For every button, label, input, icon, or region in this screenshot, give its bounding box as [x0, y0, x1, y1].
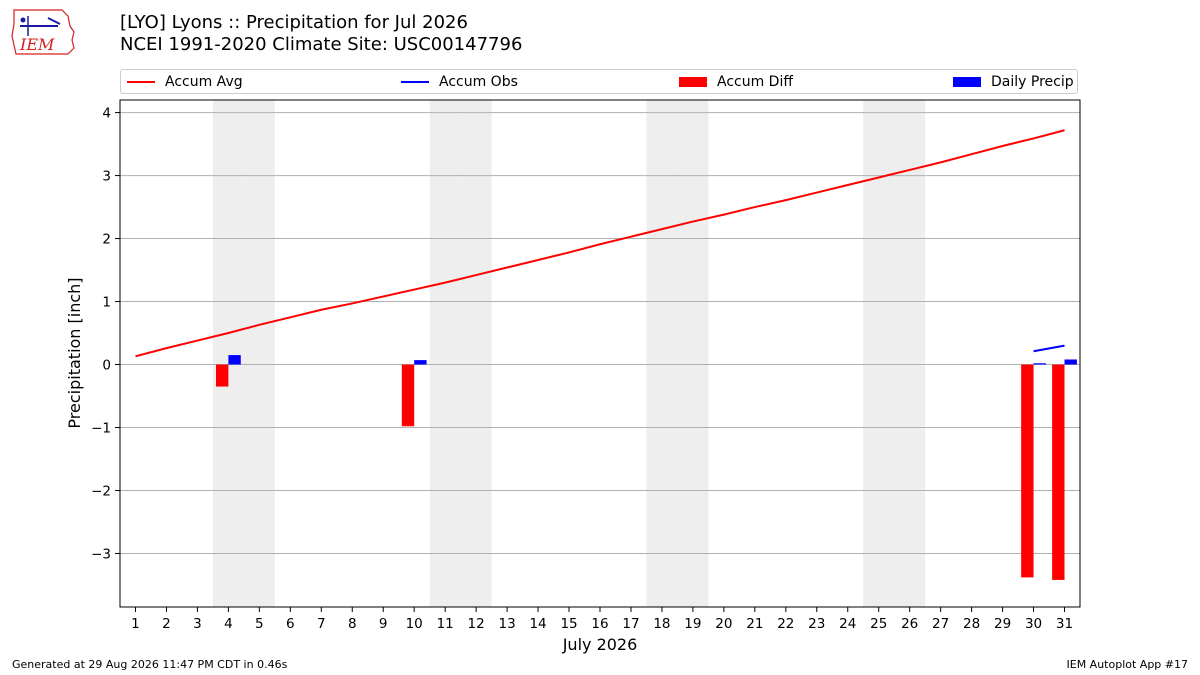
weekend-shade-day-12: [460, 100, 492, 607]
legend-swatch-accum-avg: [127, 81, 155, 83]
y-axis-label: Precipitation [inch]: [65, 277, 84, 428]
x-tick-label: 6: [286, 616, 295, 632]
x-tick-label: 13: [499, 616, 516, 632]
x-tick-label: 9: [379, 616, 388, 632]
legend-item-accum-diff: Accum Diff: [679, 73, 793, 91]
x-tick-label: 28: [963, 616, 980, 632]
y-tick-label: 3: [102, 169, 111, 185]
x-tick-label: 29: [994, 616, 1011, 632]
iem-logo: IEM: [11, 9, 75, 55]
weekend-shade-day-5: [243, 100, 275, 607]
legend-label-daily-precip: Daily Precip: [991, 74, 1074, 90]
accum-diff-bar-day-30: [1021, 364, 1034, 578]
x-tick-label: 11: [437, 616, 454, 632]
x-axis-label: July 2026: [562, 635, 638, 654]
app-credit: IEM Autoplot App #17: [1066, 658, 1189, 671]
x-tick-label: 15: [560, 616, 577, 632]
generated-timestamp: Generated at 29 Aug 2026 11:47 PM CDT in…: [12, 658, 288, 671]
legend-item-accum-avg: Accum Avg: [127, 73, 243, 91]
accum-diff-bar-day-4: [216, 364, 229, 387]
daily-precip-bar-day-31: [1064, 359, 1077, 365]
x-tick-label: 24: [839, 616, 856, 632]
legend-item-daily-precip: Daily Precip: [953, 73, 1074, 91]
x-tick-label: 25: [870, 616, 887, 632]
y-tick-label: 2: [102, 232, 111, 248]
legend-swatch-daily-precip: [953, 77, 981, 87]
y-tick-label: 1: [102, 295, 111, 311]
logo-text: IEM: [19, 35, 55, 54]
chart-title: [LYO] Lyons :: Precipitation for Jul 202…: [120, 12, 522, 56]
x-tick-label: 1: [131, 616, 140, 632]
daily-precip-bar-day-30: [1033, 363, 1046, 365]
legend-label-accum-avg: Accum Avg: [165, 74, 243, 90]
weekend-shade-day-11: [429, 100, 461, 607]
weekend-shade-day-25: [863, 100, 895, 607]
x-tick-label: 12: [468, 616, 485, 632]
x-tick-label: 27: [932, 616, 949, 632]
legend-swatch-accum-diff: [679, 77, 707, 87]
x-tick-label: 10: [406, 616, 423, 632]
legend-label-accum-obs: Accum Obs: [439, 74, 518, 90]
x-tick-label: 22: [777, 616, 794, 632]
accum-avg-line: [135, 129, 1065, 358]
legend-swatch-accum-obs: [401, 81, 429, 83]
x-tick-label: 31: [1056, 616, 1073, 632]
x-tick-label: 3: [193, 616, 202, 632]
x-tick-label: 23: [808, 616, 825, 632]
x-tick-label: 2: [162, 616, 171, 632]
chart-legend: Accum Avg Accum Obs Accum Diff Daily Pre…: [120, 69, 1078, 94]
y-tick-label: −2: [91, 483, 111, 499]
accum-diff-bar-day-31: [1052, 364, 1065, 580]
weekend-shade-day-19: [677, 100, 709, 607]
y-tick-label: −1: [91, 421, 111, 437]
y-tick-label: −3: [91, 546, 111, 562]
x-tick-label: 20: [715, 616, 732, 632]
x-tick-label: 7: [317, 616, 326, 632]
x-tick-label: 21: [746, 616, 763, 632]
x-tick-label: 18: [653, 616, 670, 632]
accum-obs-line: [1033, 344, 1065, 353]
weekend-shade-day-4: [212, 100, 244, 607]
title-line-1: [LYO] Lyons :: Precipitation for Jul 202…: [120, 12, 468, 33]
x-tick-label: 30: [1025, 616, 1042, 632]
legend-label-accum-diff: Accum Diff: [717, 74, 794, 90]
x-tick-label: 17: [622, 616, 639, 632]
title-line-2: NCEI 1991-2020 Climate Site: USC00147796: [120, 34, 523, 55]
x-tick-label: 19: [684, 616, 701, 632]
weekend-shade-day-18: [646, 100, 678, 607]
x-tick-label: 8: [348, 616, 357, 632]
x-tick-label: 5: [255, 616, 264, 632]
daily-precip-bar-day-4: [228, 355, 241, 365]
x-tick-label: 4: [224, 616, 233, 632]
x-tick-label: 14: [529, 616, 546, 632]
accum-diff-bar-day-10: [401, 364, 415, 427]
x-tick-label: 26: [901, 616, 918, 632]
legend-item-accum-obs: Accum Obs: [401, 73, 518, 91]
y-tick-label: 4: [102, 106, 111, 122]
daily-precip-bar-day-10: [414, 360, 427, 365]
y-tick-label: 0: [102, 358, 111, 374]
x-tick-label: 16: [591, 616, 608, 632]
weekend-shade-day-26: [894, 100, 926, 607]
